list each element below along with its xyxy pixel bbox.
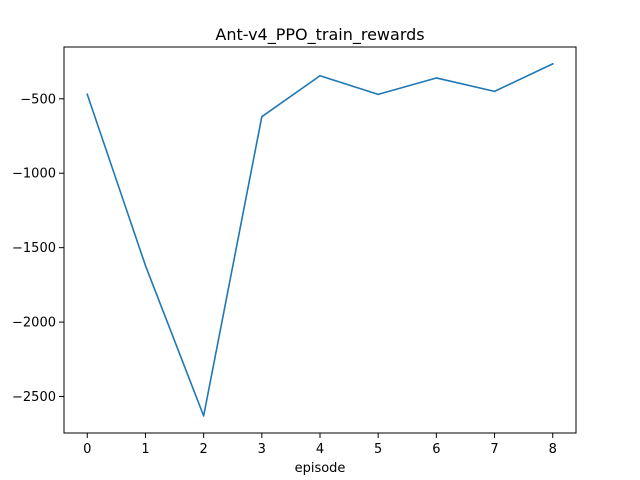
data-point (493, 90, 496, 93)
plot-area: 0 1 2 3 4 5 6 7 8 −2500 −2000 −1500 −1000 −500 (12, 62, 557, 457)
y-tick-label: −2000 (12, 316, 56, 331)
x-tick-label: 5 (374, 442, 382, 457)
x-tick-label: 1 (141, 442, 149, 457)
data-point (202, 415, 205, 417)
axes-frame (63, 46, 577, 434)
data-point (435, 77, 438, 79)
x-tick-label: 3 (258, 442, 266, 457)
x-axis-label: episode (295, 461, 346, 476)
x-tick-label: 4 (316, 442, 324, 457)
y-tick-label: −1500 (12, 241, 56, 256)
x-tick-label: 0 (83, 442, 91, 457)
data-point (551, 63, 554, 65)
data-point (144, 264, 147, 267)
x-tick-label: 6 (432, 442, 440, 457)
y-tick-label: −1000 (12, 167, 56, 182)
y-tick-label: −500 (20, 92, 56, 107)
data-point (261, 115, 263, 118)
data-point (86, 93, 89, 96)
x-tick-label: 2 (199, 442, 207, 457)
chart-title: Ant-v4_PPO_train_rewards (215, 25, 424, 45)
x-tick-label: 8 (549, 442, 557, 457)
x-tick-label: 7 (490, 442, 498, 457)
data-point (377, 93, 379, 96)
y-tick-label: −2500 (12, 390, 56, 405)
data-point (319, 74, 321, 77)
